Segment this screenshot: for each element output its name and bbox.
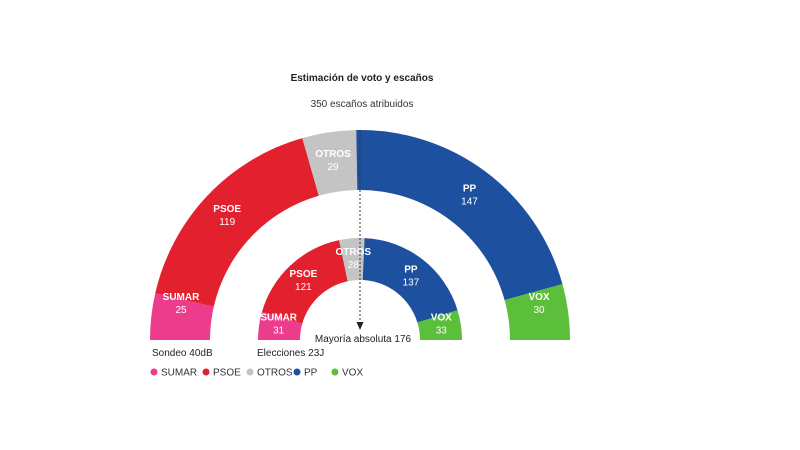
outer-label-pp: PP	[463, 183, 477, 194]
legend-swatch-psoe	[202, 368, 210, 376]
legend: SUMAR PSOE OTROS PP VOX	[150, 368, 363, 379]
legend-label-vox: VOX	[342, 368, 363, 379]
legend-swatch-pp	[293, 368, 301, 376]
outer-label-psoe: PSOE	[213, 204, 241, 215]
legend-label-sumar: SUMAR	[161, 368, 197, 379]
inner-ring-elecciones	[258, 237, 462, 340]
majority-label: Mayoría absoluta 176	[315, 334, 412, 345]
legend-swatch-sumar	[150, 368, 158, 376]
chart-title: Estimación de voto y escaños	[291, 73, 434, 84]
inner-value-pp: 137	[403, 277, 420, 288]
outer-segment-otros	[302, 130, 358, 196]
outer-value-sumar: 25	[175, 305, 187, 316]
legend-label-otros: OTROS	[257, 368, 293, 379]
majority-arrow-icon	[356, 322, 364, 330]
outer-segment-psoe	[155, 138, 319, 307]
outer-label-otros: OTROS	[315, 149, 351, 160]
ring-labels: SUMAR 25 PSOE 119 OTROS 29 PP 147 VOX 30 SUMAR 31 PS…	[163, 149, 550, 337]
inner-value-sumar: 31	[273, 326, 285, 337]
legend-label-pp: PP	[304, 368, 318, 379]
outer-segment-vox	[504, 284, 570, 340]
legend-swatch-otros	[246, 368, 254, 376]
outer-ring-sondeo	[150, 129, 570, 340]
outer-segment-sumar	[150, 293, 214, 340]
inner-label-vox: VOX	[431, 313, 452, 324]
legend-label-psoe: PSOE	[213, 368, 241, 379]
inner-segment-pp	[362, 238, 458, 323]
outer-segment-pp	[356, 129, 563, 301]
inner-segment-psoe	[261, 240, 348, 324]
inner-value-vox: 33	[436, 326, 448, 337]
legend-swatch-vox	[331, 368, 339, 376]
outer-value-vox: 30	[533, 305, 545, 316]
outer-value-psoe: 119	[219, 217, 235, 228]
inner-segment-vox	[417, 310, 462, 340]
inner-label-pp: PP	[404, 264, 418, 275]
outer-label-vox: VOX	[528, 292, 549, 303]
inner-series-caption: Elecciones 23J	[257, 348, 324, 359]
outer-label-sumar: SUMAR	[163, 292, 200, 303]
inner-segment-otros	[339, 237, 365, 282]
outer-series-caption: Sondeo 40dB	[152, 348, 213, 359]
inner-segment-sumar	[258, 311, 303, 340]
inner-label-psoe: PSOE	[290, 269, 318, 280]
inner-value-psoe: 121	[295, 282, 312, 293]
chart-subtitle: 350 escaños atribuidos	[311, 99, 414, 110]
outer-value-pp: 147	[461, 196, 478, 207]
outer-value-otros: 29	[327, 162, 339, 173]
inner-value-otros: 28	[348, 260, 360, 271]
inner-label-otros: OTROS	[336, 247, 372, 258]
inner-label-sumar: SUMAR	[260, 313, 297, 324]
